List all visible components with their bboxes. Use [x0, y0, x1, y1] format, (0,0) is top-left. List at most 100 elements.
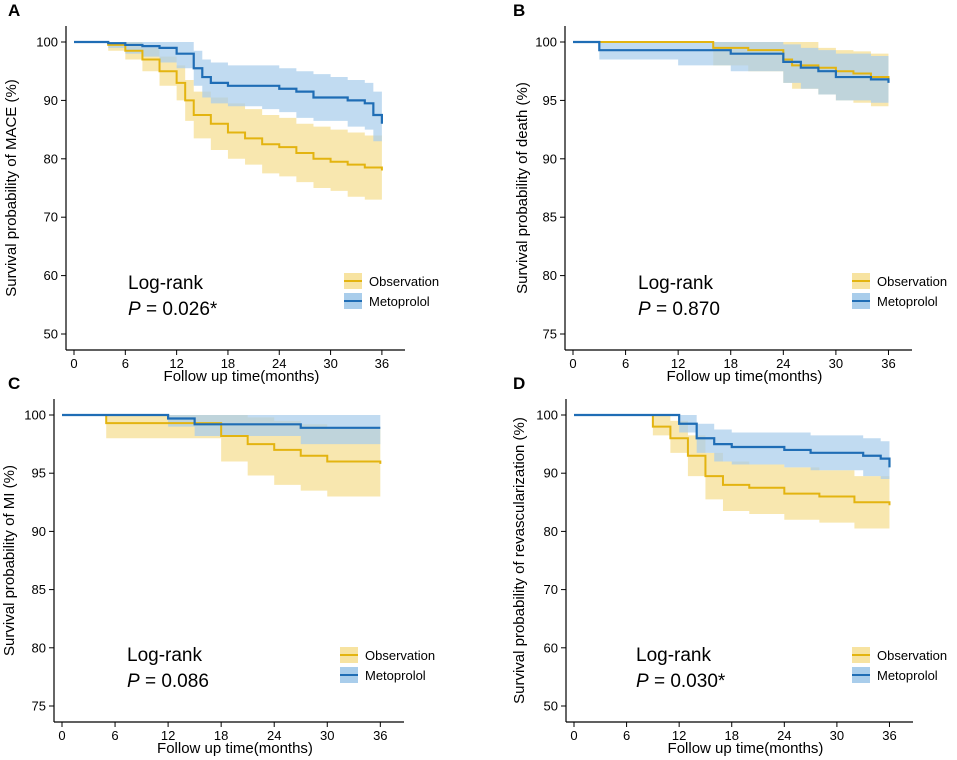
x-tick-label: 0: [569, 356, 576, 371]
y-tick-label: 75: [32, 699, 46, 714]
x-tick-label: 18: [214, 728, 228, 743]
y-tick-label: 75: [543, 327, 557, 342]
y-tick-label: 100: [36, 35, 58, 50]
metoprolol-line: [574, 413, 891, 468]
y-tick-label: 80: [543, 268, 557, 283]
x-tick-label: 24: [776, 356, 790, 371]
p-value-label: P = 0.870: [638, 299, 720, 320]
y-tick-label: 95: [32, 466, 46, 481]
p-value-label: P = 0.086: [127, 671, 209, 692]
x-tick-label: 12: [161, 728, 175, 743]
legend-observation-label: Observation: [877, 274, 947, 289]
y-tick-label: 80: [544, 524, 558, 539]
y-tick-label: 50: [44, 327, 58, 342]
legend: Observation Metoprolol: [344, 273, 439, 309]
observation-line: [574, 414, 891, 506]
logrank-title: Log-rank: [638, 273, 713, 294]
legend-observation-label: Observation: [365, 648, 435, 663]
x-tick-label: 6: [623, 728, 630, 743]
x-tick-label: 36: [882, 728, 896, 743]
y-tick-label: 90: [44, 93, 58, 108]
y-axis-label: Survival probability of death (%): [514, 82, 531, 294]
x-tick-label: 18: [221, 356, 235, 371]
x-tick-label: 36: [375, 356, 389, 371]
x-tick-label: 18: [725, 728, 739, 743]
x-tick-label: 6: [622, 356, 629, 371]
x-tick-label: 36: [373, 728, 387, 743]
legend-observation-label: Observation: [877, 648, 947, 663]
observation-line: [573, 41, 890, 80]
x-axis-label: Follow up time(months): [164, 368, 320, 385]
legend-metoprolol-label: Metoprolol: [365, 668, 426, 683]
legend-observation-label: Observation: [369, 274, 439, 289]
y-axis-label: Survival probability of MI (%): [1, 465, 18, 656]
x-tick-label: 24: [267, 728, 281, 743]
y-tick-label: 50: [544, 699, 558, 714]
observation-line: [62, 414, 382, 464]
panel-a: A 0 6 12 18 24 30 36 50 60 70 80 90 100 Follow up time…: [3, 1, 439, 385]
y-tick-label: 70: [44, 210, 58, 225]
x-tick-label: 30: [320, 728, 334, 743]
y-tick-label: 90: [543, 151, 557, 166]
legend-metoprolol-label: Metoprolol: [877, 294, 938, 309]
y-tick-label: 60: [544, 640, 558, 655]
y-axis-label: Survival probability of MACE (%): [3, 79, 20, 297]
y-axis-label: Survival probability of revascularizatio…: [511, 417, 528, 704]
x-tick-label: 0: [570, 728, 577, 743]
y-tick-label: 90: [32, 524, 46, 539]
x-tick-label: 36: [881, 356, 895, 371]
y-tick-label: 100: [535, 35, 557, 50]
y-tick-label: 80: [44, 151, 58, 166]
metoprolol-line: [74, 40, 383, 124]
y-tick-label: 85: [32, 582, 46, 597]
y-tick-label: 100: [24, 408, 46, 423]
x-tick-label: 24: [272, 356, 286, 371]
x-tick-label: 6: [122, 356, 129, 371]
x-tick-label: 6: [111, 728, 118, 743]
p-value-label: P = 0.030*: [636, 671, 726, 692]
observation-ci-band: [574, 415, 890, 532]
logrank-title: Log-rank: [127, 645, 202, 666]
legend: Observation Metoprolol: [852, 647, 947, 683]
logrank-title: Log-rank: [128, 273, 203, 294]
panel-letter: B: [513, 1, 525, 20]
y-tick-label: 90: [544, 466, 558, 481]
y-tick-label: 100: [536, 408, 558, 423]
observation-ci-band: [74, 42, 382, 203]
panel-letter: C: [8, 374, 20, 393]
metoprolol-ci-band: [74, 42, 382, 145]
y-tick-label: 80: [32, 640, 46, 655]
y-tick-label: 85: [543, 210, 557, 225]
x-tick-label: 0: [58, 728, 65, 743]
legend-metoprolol-label: Metoprolol: [369, 294, 430, 309]
legend: Observation Metoprolol: [340, 647, 435, 683]
x-tick-label: 30: [830, 728, 844, 743]
metoprolol-ci-band: [573, 42, 889, 107]
x-tick-label: 12: [671, 356, 685, 371]
y-tick-label: 70: [544, 582, 558, 597]
metoprolol-ci-band: [574, 415, 890, 485]
x-tick-label: 18: [724, 356, 738, 371]
p-value: = 0.870: [651, 299, 720, 320]
metoprolol-line: [573, 40, 890, 83]
x-tick-label: 12: [169, 356, 183, 371]
panel-letter: A: [8, 1, 20, 20]
p-symbol: P: [127, 671, 140, 692]
panel-c: C 0 6 12 18 24 30 36 75 80 85 90 95 100 Follow up time…: [1, 374, 435, 757]
panel-letter: D: [513, 374, 525, 393]
p-value-label: P = 0.026*: [128, 299, 218, 320]
x-tick-label: 12: [672, 728, 686, 743]
p-symbol: P: [638, 299, 651, 320]
panel-d: D 0 6 12 18 24 30 36 50 60 70 80 90 100 Follow up time…: [511, 374, 947, 757]
logrank-title: Log-rank: [636, 645, 711, 666]
x-tick-label: 0: [70, 356, 77, 371]
x-axis-label: Follow up time(months): [668, 740, 824, 757]
x-tick-label: 24: [777, 728, 791, 743]
p-symbol: P: [128, 299, 141, 320]
p-value: = 0.030*: [649, 671, 726, 692]
y-tick-label: 95: [543, 93, 557, 108]
x-axis-label: Follow up time(months): [157, 740, 313, 757]
legend-metoprolol-label: Metoprolol: [877, 668, 938, 683]
